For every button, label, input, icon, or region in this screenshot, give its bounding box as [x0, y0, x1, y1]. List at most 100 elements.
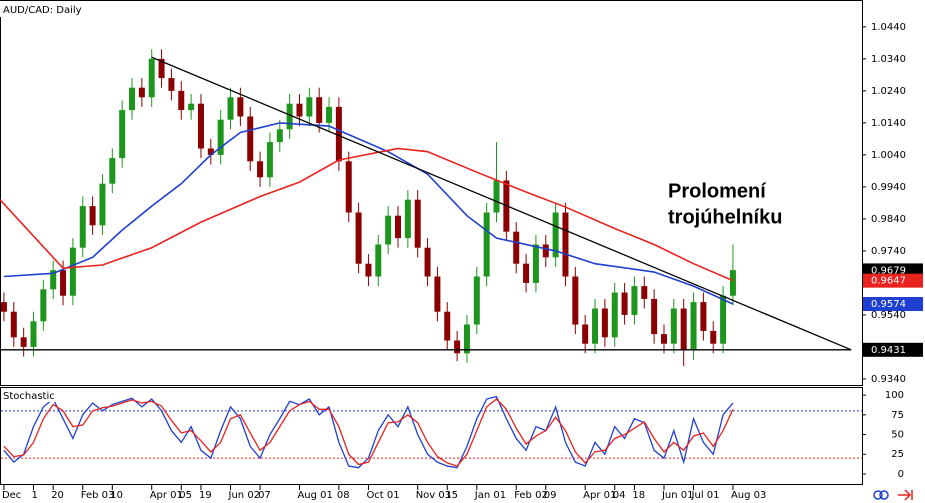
x-tick-label: Apr 01 [583, 490, 616, 501]
x-tick-label: 09 [544, 490, 557, 501]
candle-body [276, 129, 283, 143]
candle-body [670, 308, 677, 344]
candle-body [463, 324, 470, 354]
x-tick-label: 05 [179, 490, 192, 501]
candle-body [0, 302, 7, 312]
y-tick-label: 0 [898, 469, 904, 480]
sync-icon[interactable] [873, 490, 883, 500]
candle-body [680, 308, 687, 351]
y-tick-label: 0.9340 [871, 374, 906, 385]
candle-body [523, 263, 530, 283]
x-tick-label: Jan 01 [474, 490, 506, 501]
y-tick-label: 0.9540 [871, 310, 906, 321]
x-tick-label: Nov 03 [416, 490, 451, 501]
candle-body [355, 212, 362, 264]
x-tick-label: Feb 03 [81, 490, 115, 501]
x-tick-label: 04 [613, 490, 626, 501]
candle-body [532, 244, 539, 283]
stochastic-panel [0, 387, 863, 485]
candle-body [257, 161, 264, 178]
candle-body [690, 302, 697, 351]
candle-body [20, 337, 27, 347]
candle-body [631, 286, 638, 315]
candle-body [720, 295, 727, 344]
scroll-icon[interactable] [898, 489, 913, 501]
toolbar-icons[interactable] [873, 489, 913, 501]
candle-body [414, 199, 421, 248]
stoch-title-bg [1, 388, 57, 402]
candle-body [50, 270, 57, 290]
candle-body [424, 247, 431, 277]
candle-body [316, 97, 323, 123]
y-tick-label: 1.0140 [871, 118, 906, 129]
candle-body [188, 103, 195, 111]
price-marker-label: 0.9431 [871, 345, 906, 356]
y-tick-label: 75 [891, 410, 904, 421]
candle-body [572, 276, 579, 325]
candle-body [286, 103, 293, 130]
candle-body [434, 276, 441, 312]
sync-icon[interactable] [879, 490, 889, 500]
candle-body [217, 119, 224, 155]
plot-area [0, 49, 862, 469]
x-tick-label: Jun 01 [661, 490, 694, 501]
candle-body [79, 206, 86, 248]
x-tick-label: Jul 01 [691, 490, 720, 501]
title-bg [0, 1, 88, 17]
price-marker [863, 297, 923, 312]
annotation: Prolomení [668, 180, 767, 202]
candle-body [444, 311, 451, 341]
candle-body [158, 58, 165, 79]
candle-body [592, 308, 599, 344]
x-tick-label: 08 [337, 490, 350, 501]
stochastic-line [3, 395, 734, 469]
candle-body [493, 180, 500, 213]
candle-body [109, 158, 116, 184]
candle-body [296, 103, 303, 117]
candle-body [365, 263, 372, 277]
candle-body [129, 87, 136, 111]
y-tick-label: 50 [891, 430, 904, 441]
candle-body [710, 330, 717, 344]
x-tick-label: 1 [31, 490, 37, 501]
candle-body [582, 324, 589, 344]
candle-body [601, 308, 608, 338]
price-marker-label: 0.9647 [871, 276, 906, 287]
candle-body [513, 231, 520, 264]
candle-body [148, 58, 155, 98]
candle-body [651, 298, 658, 335]
candle-body [30, 321, 37, 347]
y-tick-label: 1.0240 [871, 86, 906, 97]
candle-body [89, 206, 96, 226]
candle-body [69, 247, 76, 296]
candle-body [385, 215, 392, 245]
candle-body [60, 270, 67, 296]
y-tick-label: 1.0040 [871, 150, 906, 161]
candle-body [306, 97, 313, 117]
candle-body [10, 311, 17, 338]
x-tick-label: Aug 01 [297, 490, 332, 501]
x-tick-label: Dec [2, 490, 21, 501]
candle-body [473, 276, 480, 325]
price-marker [863, 273, 923, 288]
candle-body [621, 292, 628, 315]
candle-body [326, 106, 333, 123]
candle-body [375, 244, 382, 277]
moving-average [0, 147, 734, 282]
price-marker-label: 0.9574 [871, 299, 906, 310]
y-tick-label: 100 [885, 390, 904, 401]
x-tick-label: Feb 02 [514, 490, 548, 501]
price-marker [863, 342, 923, 357]
candle-body [611, 292, 618, 338]
candle-body [394, 215, 401, 239]
candle-body [99, 183, 106, 226]
x-tick-label: 19 [199, 490, 212, 501]
price-panel [0, 0, 863, 386]
y-tick-label: 25 [891, 449, 904, 460]
x-tick-label: 20 [51, 490, 64, 501]
x-tick-label: 10 [110, 490, 123, 501]
candle-body [197, 103, 204, 149]
candle-body [542, 244, 549, 258]
